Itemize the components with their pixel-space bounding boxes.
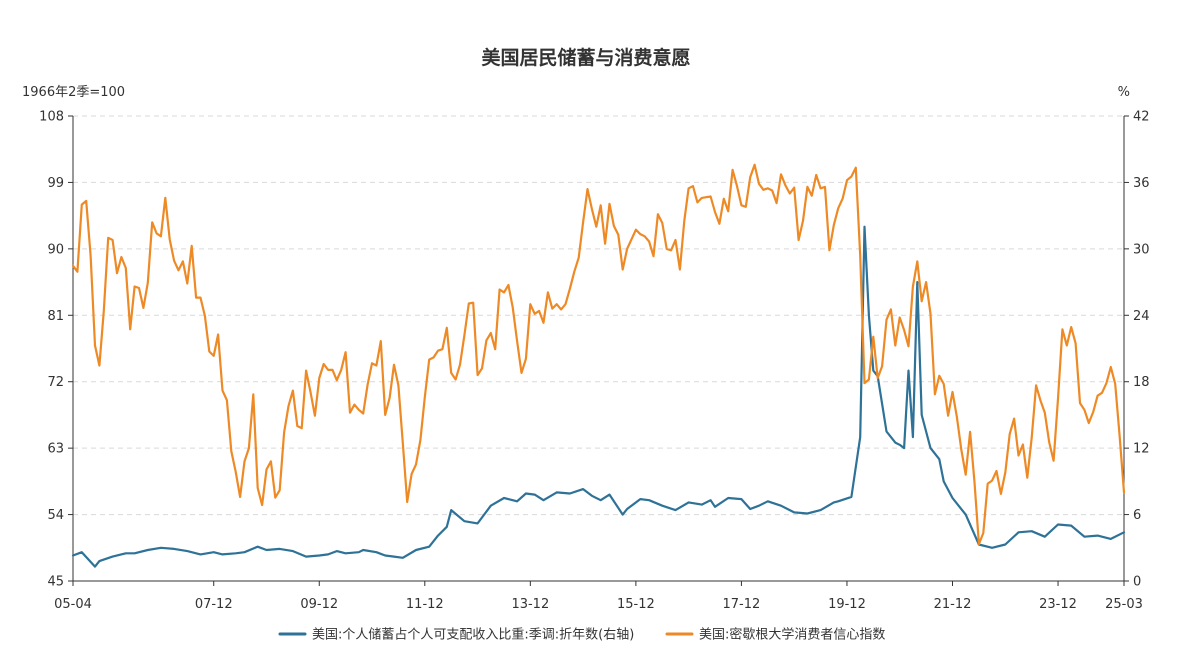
left-axis-unit: 1966年2季=100 <box>22 85 125 100</box>
legend: 美国:个人储蓄占个人可支配收入比重:季调:折年数(右轴) 美国:密歇根大学消费者信… <box>278 627 885 643</box>
x-tick-label: 17-12 <box>723 597 761 612</box>
right-tick-label: 36 <box>1133 176 1150 191</box>
x-tick-label: 19-12 <box>828 597 866 612</box>
axes: 45 54 63 72 81 90 99 108 0 6 12 18 24 30 36 42 05-04 07-1… <box>39 110 1149 613</box>
x-tick-label: 25-03 <box>1105 597 1143 612</box>
left-tick-label: 45 <box>47 575 64 590</box>
right-tick-label: 12 <box>1133 442 1150 457</box>
x-tick-label: 23-12 <box>1039 597 1077 612</box>
left-tick-label: 81 <box>47 309 64 324</box>
left-tick-label: 54 <box>47 508 64 523</box>
series-line-consumer-sentiment <box>71 163 1126 546</box>
left-tick-label: 90 <box>47 242 64 257</box>
right-tick-label: 30 <box>1133 242 1150 257</box>
right-axis-unit: % <box>1118 85 1130 100</box>
x-tick-label: 07-12 <box>195 597 233 612</box>
legend-label: 美国:密歇根大学消费者信心指数 <box>699 627 885 643</box>
right-tick-label: 6 <box>1133 508 1141 523</box>
gridlines <box>73 115 1124 516</box>
x-tick-label: 09-12 <box>300 597 338 612</box>
right-tick-label: 0 <box>1133 575 1141 590</box>
chart-title: 美国居民储蓄与消费意愿 <box>481 46 690 69</box>
legend-label: 美国:个人储蓄占个人可支配收入比重:季调:折年数(右轴) <box>312 627 634 643</box>
x-tick-label: 11-12 <box>406 597 444 612</box>
series-line-savings-rate <box>71 225 1126 568</box>
left-tick-label: 63 <box>47 442 64 457</box>
x-tick-label: 05-04 <box>54 597 92 612</box>
x-tick-label: 15-12 <box>617 597 655 612</box>
left-tick-label: 99 <box>47 176 64 191</box>
x-tick-label: 21-12 <box>934 597 972 612</box>
series-lines <box>71 163 1126 568</box>
right-tick-label: 24 <box>1133 309 1150 324</box>
right-tick-label: 18 <box>1133 375 1150 390</box>
left-tick-label: 72 <box>47 375 64 390</box>
x-tick-label: 13-12 <box>511 597 549 612</box>
right-tick-label: 42 <box>1133 110 1150 125</box>
left-tick-label: 108 <box>39 110 64 125</box>
